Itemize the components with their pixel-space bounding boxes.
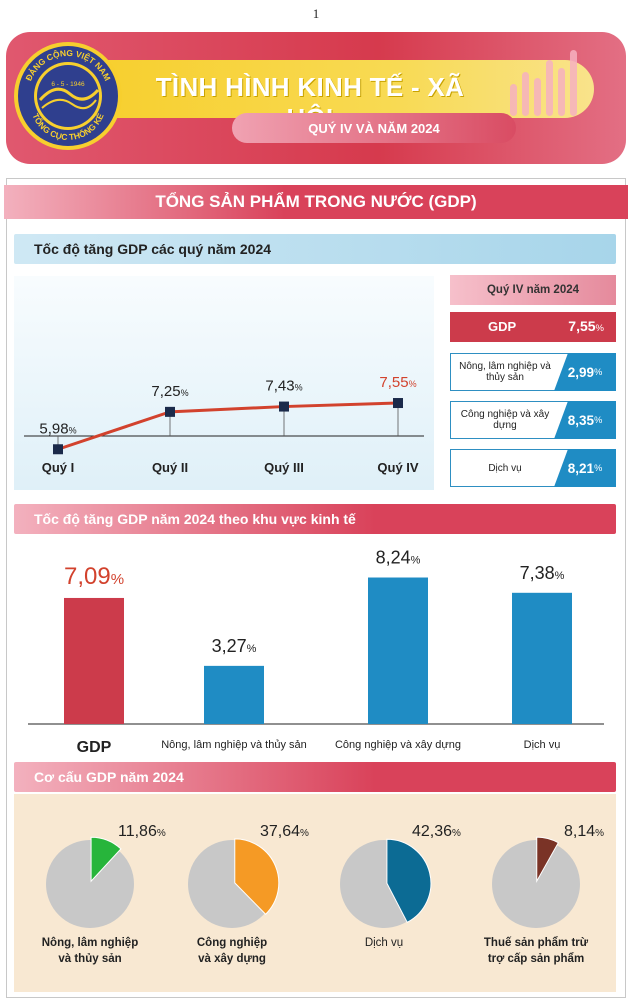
structure-chart-band xyxy=(14,762,616,792)
pie-slice xyxy=(386,838,432,923)
pie-remainder xyxy=(492,840,580,928)
structure-pie-charts: 11,86% Nông, lâm nghiệp và thủy sản 37,64% C… xyxy=(42,823,604,965)
pie-remainder xyxy=(46,840,134,928)
line-value-label: 7,25% xyxy=(151,383,188,400)
pie-value-label: 11,86% xyxy=(118,823,166,840)
sector-bar xyxy=(512,592,572,724)
q4-agri-value: 2,99 xyxy=(567,364,595,380)
sector-bar-chart: 7,09% GDP 3,27% Nông, lâm nghiệp và thủy sả… xyxy=(28,548,604,756)
q4-agri-label: Nông, lâm nghiệp và thủy sản xyxy=(459,361,551,383)
x-tick-label: Quý I xyxy=(42,460,75,475)
q4-services-label: Dịch vụ xyxy=(488,462,522,474)
line-value-label: 5,98% xyxy=(39,420,76,437)
decorative-bars-icon xyxy=(510,50,577,116)
x-tick-label: Quý IV xyxy=(377,460,419,475)
gso-logo: ĐẢNG CỘNG VIỆT NAM TỔNG CỤC THỐNG KÊ 6 -… xyxy=(14,42,122,150)
x-tick-label: Quý III xyxy=(264,460,304,475)
pie-value-label: 8,14% xyxy=(564,823,604,840)
q4-industry-row: Công nghiệp và xây dựng 8,35% xyxy=(450,401,616,439)
sector-chart-title: Tốc độ tăng GDP năm 2024 theo khu vực ki… xyxy=(34,511,356,527)
line-point xyxy=(165,406,175,417)
q4-gdp-unit: % xyxy=(595,323,604,334)
logo-date-text: 6 - 5 - 1946 xyxy=(51,81,85,88)
line-point xyxy=(53,444,63,455)
bar-value-label: 8,24% xyxy=(376,548,421,568)
structure-chart-title: Cơ cấu GDP năm 2024 xyxy=(34,769,184,785)
q4-industry-label: Công nghiệp và xây dựng xyxy=(460,409,550,431)
bar-value-label: 3,27% xyxy=(212,636,257,656)
bar-category-label: Công nghiệp và xây dựng xyxy=(335,739,461,751)
pie-category-label: Dịch vụ xyxy=(365,937,403,949)
pie-slice xyxy=(90,836,122,883)
page-number: 1 xyxy=(312,6,320,21)
sector-bar xyxy=(368,577,428,724)
content-frame xyxy=(6,178,626,998)
q4-industry-unit: % xyxy=(594,415,603,425)
sector-bar xyxy=(64,597,124,724)
section-title: TỔNG SẢN PHẨM TRONG NƯỚC (GDP) xyxy=(155,192,477,211)
q4-industry-value: 8,35 xyxy=(567,412,595,428)
line-point xyxy=(279,401,289,412)
quarter-chart-title: Tốc độ tăng GDP các quý năm 2024 xyxy=(34,241,272,257)
quarter-line-chart: 5,98% Quý I 7,25% Quý II 7,43% Quý III 7,55% Qu… xyxy=(24,374,424,475)
q4-table-header: Quý IV năm 2024 xyxy=(450,275,616,305)
gdp-quarter-line xyxy=(57,401,399,451)
pie-category-label: Nông, lâm nghiệp và thủy sản xyxy=(42,937,138,965)
q4-gdp-label: GDP xyxy=(488,319,517,334)
bar-value-label: 7,38% xyxy=(520,563,565,583)
line-value-label: 7,43% xyxy=(265,378,302,395)
q4-services-value: 8,21 xyxy=(567,460,595,476)
pie-slice xyxy=(234,838,280,915)
quarter-chart-panel xyxy=(14,276,434,490)
pie-value-label: 42,36% xyxy=(412,823,461,840)
q4-gdp-value: 7,55 xyxy=(568,318,596,334)
header-subtitle: QUÝ IV VÀ NĂM 2024 xyxy=(232,113,516,143)
quarter-chart-band xyxy=(14,234,616,264)
q4-agri-row: Nông, lâm nghiệp và thủy sản 2,99% xyxy=(450,353,616,391)
bar-value-label: 7,09% xyxy=(64,563,124,590)
bar-category-label: GDP xyxy=(77,739,112,756)
bar-category-label: Nông, lâm nghiệp và thủy sản xyxy=(161,739,307,751)
q4-services-unit: % xyxy=(594,463,603,473)
sector-chart-band xyxy=(14,504,616,534)
pie-category-label: Thuế sản phẩm trừ trợ cấp sản phẩm xyxy=(484,937,589,965)
pie-category-label: Công nghiệp và xây dựng xyxy=(197,937,267,965)
pie-slice xyxy=(536,836,559,884)
section-band xyxy=(4,185,628,219)
line-value-label: 7,55% xyxy=(379,374,416,391)
q4-gdp-row: GDP 7,55% xyxy=(450,312,616,342)
x-tick-label: Quý II xyxy=(152,460,188,475)
q4-agri-unit: % xyxy=(594,367,603,377)
pie-value-label: 37,64% xyxy=(260,823,309,840)
bar-category-label: Dịch vụ xyxy=(524,739,561,751)
line-point xyxy=(393,398,403,409)
q4-services-row: Dịch vụ 8,21% xyxy=(450,449,616,487)
sector-bar xyxy=(204,665,264,724)
